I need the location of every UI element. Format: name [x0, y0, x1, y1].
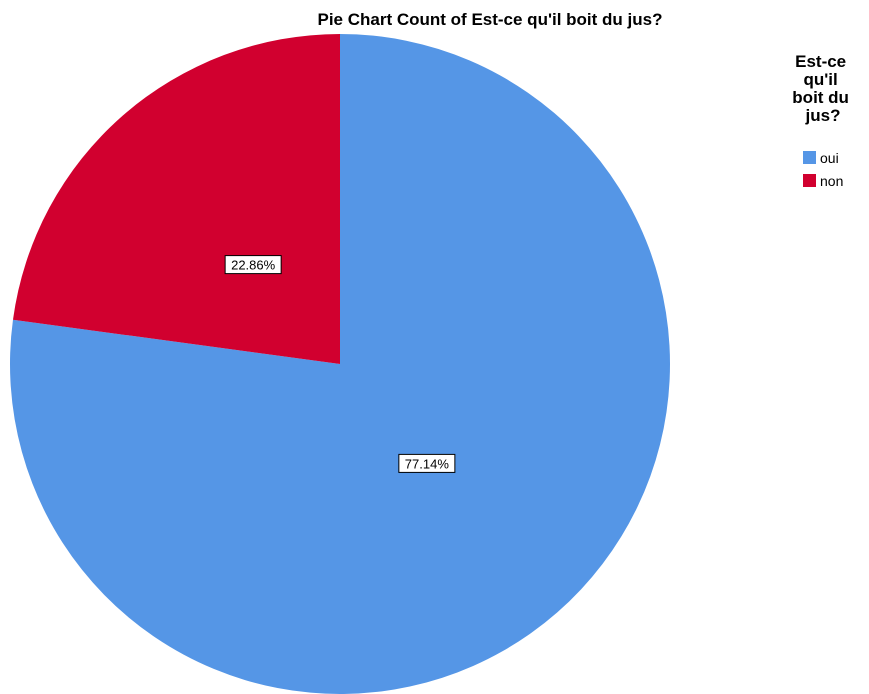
- legend-title-line: jus?: [805, 106, 841, 125]
- legend-title-line: qu'il: [804, 70, 838, 89]
- legend: Est-ce qu'il boit du jus? oui non: [792, 52, 853, 189]
- legend-label-oui: oui: [820, 150, 839, 166]
- legend-items: oui non: [803, 150, 843, 189]
- chart-title: Pie Chart Count of Est-ce qu'il boit du …: [318, 10, 663, 29]
- legend-title: Est-ce qu'il boit du jus?: [792, 52, 853, 125]
- data-label-text: 77.14%: [405, 456, 450, 471]
- data-label-text: 22.86%: [231, 258, 276, 273]
- pie-slice-non: [12, 33, 340, 364]
- legend-swatch-non: [803, 174, 816, 187]
- legend-title-line: boit du: [792, 88, 849, 107]
- legend-title-line: Est-ce: [795, 52, 846, 71]
- pie-data-labels: 77.14% 22.86%: [224, 255, 456, 473]
- data-label-box: [398, 453, 456, 473]
- data-label-box: [224, 255, 282, 275]
- pie-slices: [10, 33, 670, 694]
- data-label-non: 22.86%: [224, 255, 282, 275]
- data-label-oui: 77.14%: [398, 453, 456, 473]
- legend-label-non: non: [820, 173, 843, 189]
- legend-swatch-oui: [803, 151, 816, 164]
